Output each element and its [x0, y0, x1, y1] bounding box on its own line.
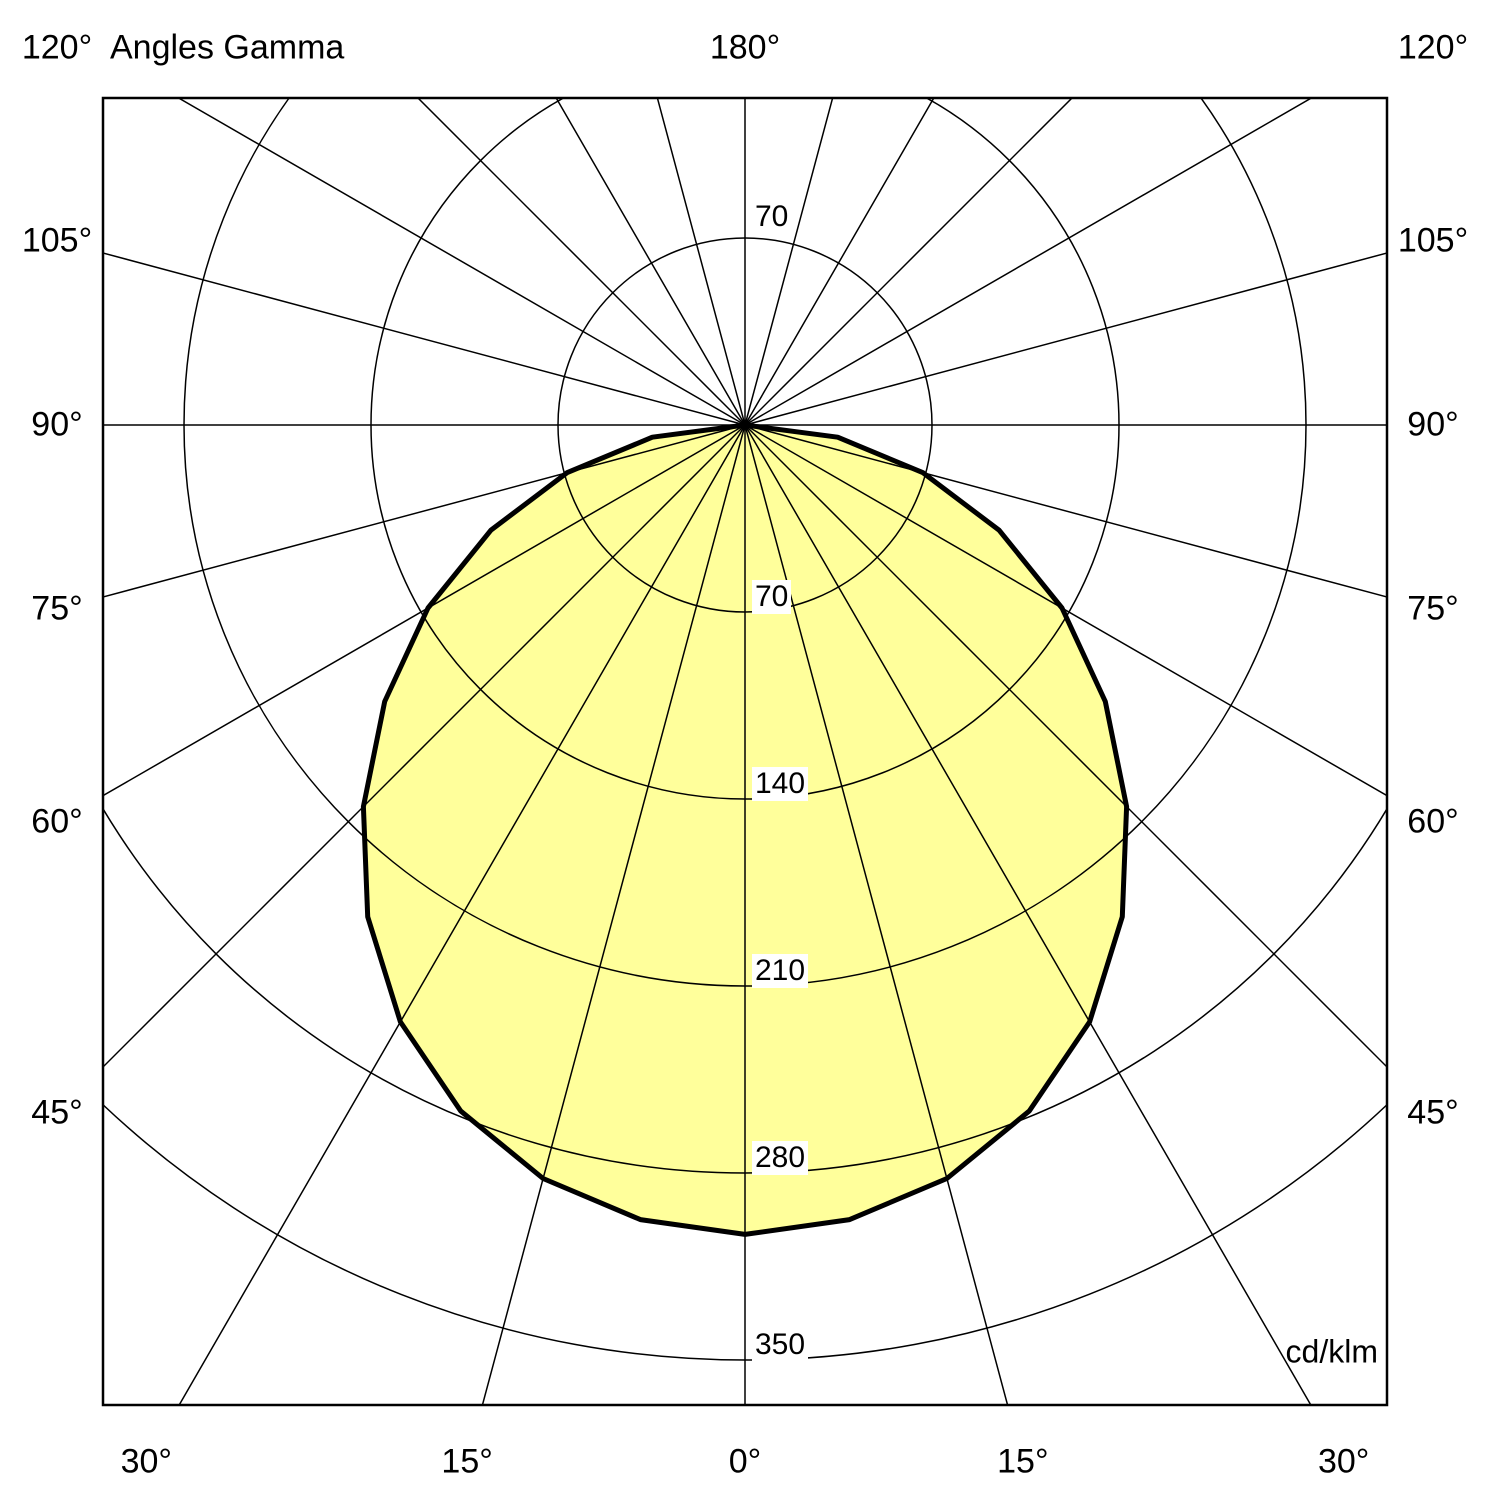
- gamma-axis-label-left-105: 105°: [21, 221, 93, 260]
- chart-title: Angles Gamma: [110, 28, 345, 67]
- radial-grid-line-165: [744, 98, 834, 426]
- radial-grid-line-105: [744, 252, 1387, 426]
- gamma-axis-label-bottom-0: 0°: [728, 1442, 762, 1481]
- radial-grid-line-60: [744, 424, 1387, 797]
- ring-value-label-210: 210: [752, 954, 809, 988]
- gamma-axis-label-bottom-15: 15°: [997, 1442, 1049, 1481]
- radial-grid-line-45: [744, 424, 1387, 1069]
- ring-value-label-upper-70: 70: [752, 200, 792, 234]
- gamma-axis-label-right-105: 105°: [1397, 221, 1469, 260]
- gamma-axis-label-right-75: 75°: [1407, 589, 1459, 628]
- radial-grid-line-255: [103, 252, 746, 426]
- radial-grid-line-240: [177, 98, 746, 426]
- radial-grid-line-285: [103, 424, 746, 598]
- radial-grid-line-30: [744, 424, 1312, 1405]
- radial-grid-line-195: [656, 98, 746, 426]
- gamma-axis-label-right-90: 90°: [1407, 405, 1459, 444]
- radial-grid-line-315: [103, 424, 746, 1069]
- radial-grid-line-345: [481, 424, 746, 1405]
- plot-border: [101, 96, 1389, 1407]
- gamma-axis-label-bottom-30: 30°: [1317, 1442, 1370, 1481]
- ring-value-label-70: 70: [752, 580, 792, 614]
- gamma-label-180: 180°: [709, 28, 781, 67]
- radial-grid-line-330: [178, 424, 746, 1405]
- gamma-label-120-left: 120°: [21, 28, 93, 67]
- gamma-axis-label-left-90: 90°: [31, 405, 83, 444]
- ring-value-label-280: 280: [752, 1141, 809, 1175]
- gamma-axis-label-bottom--15: 15°: [441, 1442, 493, 1481]
- unit-label: cd/klm: [1285, 1333, 1378, 1370]
- gamma-axis-label-left-45: 45°: [31, 1093, 83, 1132]
- radial-grid-line-135: [744, 98, 1074, 426]
- intensity-curve-outline: [360, 422, 1130, 1237]
- gamma-axis-label-right-45: 45°: [1407, 1093, 1459, 1132]
- radial-grid-line-75: [744, 424, 1387, 598]
- gamma-axis-label-right-60: 60°: [1407, 802, 1459, 841]
- gamma-axis-label-left-60: 60°: [31, 802, 83, 841]
- radial-grid-line-120: [744, 98, 1313, 426]
- radial-grid-line-225: [416, 98, 746, 426]
- radial-grid-line-300: [103, 424, 746, 797]
- gamma-axis-label-left-75: 75°: [31, 589, 83, 628]
- gamma-axis-label-bottom--30: 30°: [120, 1442, 172, 1481]
- ring-value-label-350: 350: [752, 1328, 809, 1362]
- radial-grid-line-150: [744, 98, 935, 426]
- radial-grid-line-15: [744, 424, 1009, 1405]
- radial-grid-line-210: [555, 98, 746, 426]
- gamma-label-120-right: 120°: [1397, 28, 1469, 67]
- ring-value-label-140: 140: [752, 767, 809, 801]
